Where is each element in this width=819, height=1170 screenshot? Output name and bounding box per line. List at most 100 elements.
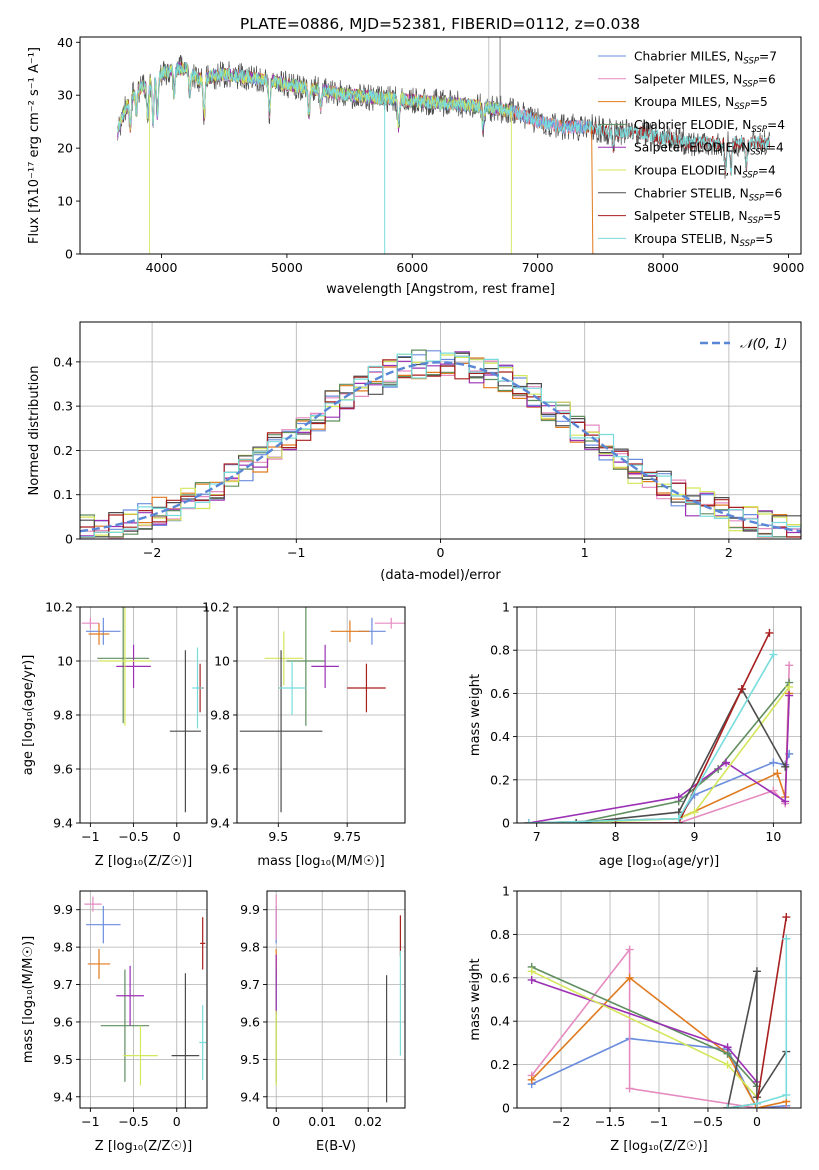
y-tick-label: 10.2 xyxy=(45,600,73,615)
y-tick-label: 9.8 xyxy=(210,708,230,723)
x-axis-label: Z [log₁₀(Z/Z☉)] xyxy=(95,1139,192,1154)
weight-line-KroupaSTELIB xyxy=(727,938,788,1108)
plot-area xyxy=(81,607,204,813)
y-tick-label: 9.6 xyxy=(210,762,230,777)
x-axis-label: wavelength [Angstrom, rest frame] xyxy=(326,282,555,297)
y-tick-label: 9.4 xyxy=(240,1089,260,1104)
y-tick-label: 9.4 xyxy=(53,816,73,831)
legend-label: Kroupa ELODIE, NSSP=4 xyxy=(634,164,776,181)
y-axis-label: mass [log₁₀(M/M☉)] xyxy=(21,936,36,1063)
weight-marker xyxy=(782,934,791,943)
x-tick-label: 0 xyxy=(173,1114,181,1129)
weight-line-KroupaMILES xyxy=(528,693,790,823)
weight-marker xyxy=(722,758,731,767)
x-tick-label: 0.01 xyxy=(308,1114,336,1129)
spectrum-legend: Chabrier MILES, NSSP=7 Salpeter MILES, NS… xyxy=(598,50,785,249)
errorbar-ChabrierSTELIB xyxy=(239,650,323,813)
errorbar-SalpeterELODIE xyxy=(116,644,151,688)
errorbar-SalpeterELODIE xyxy=(311,644,339,688)
weight-marker xyxy=(723,1104,732,1108)
y-tick-label: 9.8 xyxy=(240,940,260,955)
errorbar-KroupaSTELIB xyxy=(278,661,306,715)
axes-border xyxy=(79,890,208,1109)
y-tick-label: 9.7 xyxy=(240,977,260,992)
legend-label: Chabrier MILES, NSSP=7 xyxy=(634,50,777,67)
errorbar-ChabrierMILES xyxy=(86,905,121,944)
y-tick-label: 10 xyxy=(57,194,73,209)
axes-frame: 4000 5000 6000 7000 8000 9000 0 10 20 30 40 wavelen… xyxy=(27,35,804,297)
plot-area xyxy=(80,349,801,539)
axes-frame: 9.5 9.75 9.4 9.6 9.8 10 10.2 mass [log₁₀(M/M☉)] xyxy=(202,600,406,869)
weight-marker xyxy=(782,1090,791,1099)
y-tick-label: 1 xyxy=(502,884,510,899)
x-axis-label: (data-model)/error xyxy=(380,568,501,583)
plot-area xyxy=(275,894,401,1103)
y-tick-label: 9.6 xyxy=(53,762,73,777)
weight-marker xyxy=(625,973,634,982)
x-tick-label: −2 xyxy=(552,1114,570,1129)
mass-vs-Z-panel: −1 −0.5 0 9.4 9.5 9.6 9.7 9.8 9.9 Z [log₁₀(Z/Z☉)]… xyxy=(21,890,208,1154)
x-tick-label: 8000 xyxy=(647,260,679,275)
y-tick-label: 0.6 xyxy=(490,970,510,985)
errorbar-SalpeterSTELIB xyxy=(347,663,386,713)
plot-area xyxy=(524,628,794,823)
normal-curve xyxy=(80,361,801,533)
weight-marker xyxy=(524,819,533,823)
errorbar-KroupaMILES xyxy=(88,623,110,645)
axes-frame: 0 0.01 0.02 9.4 9.5 9.6 9.7 9.8 9.9 E(B-V) xyxy=(240,890,406,1154)
weight-line-SalpeterMILES xyxy=(528,665,790,823)
spectrum-KroupaSTELIB xyxy=(117,62,771,177)
x-axis-label: age [log₁₀(age/yr)] xyxy=(599,854,720,869)
x-tick-label: 8 xyxy=(612,829,620,844)
weight-marker xyxy=(723,1043,732,1052)
x-axis-label: Z [log₁₀(Z/Z☉)] xyxy=(610,1139,707,1154)
weight-marker xyxy=(674,814,683,823)
y-tick-label: 9.7 xyxy=(53,977,73,992)
y-tick-label: 9.8 xyxy=(53,708,73,723)
x-axis-label: Z [log₁₀(Z/Z☉)] xyxy=(95,854,192,869)
histogram-KroupaSTELIB xyxy=(80,352,801,538)
legend-label: Salpeter ELODIE, NSSP=4 xyxy=(634,141,784,158)
y-tick-label: 0 xyxy=(502,816,510,831)
x-tick-label: −0.5 xyxy=(693,1114,723,1129)
weight-line-KroupaELODIE xyxy=(576,686,790,823)
errorbar-KroupaSTELIB xyxy=(199,1005,207,1080)
x-tick-label: −0.5 xyxy=(118,1114,148,1129)
legend-label: Chabrier ELODIE, NSSP=4 xyxy=(634,118,785,135)
x-tick-label: 9.75 xyxy=(333,829,361,844)
x-tick-label: 10 xyxy=(765,829,781,844)
errorbar-KroupaMILES xyxy=(330,620,370,643)
x-axis-label: mass [log₁₀(M/M☉)] xyxy=(257,854,384,869)
y-tick-label: 9.6 xyxy=(53,1014,73,1029)
plot-area xyxy=(239,607,405,813)
errorbar-ChabrierSTELIB xyxy=(169,650,201,813)
weight-line-ChabrierSTELIB xyxy=(726,971,787,1108)
y-axis-label: mass weight xyxy=(468,674,483,756)
y-axis-label: mass weight xyxy=(468,958,483,1040)
age-vs-Z-panel: −1 −0.5 0 9.4 9.6 9.8 10 10.2 Z [log₁₀(Z/Z☉)] age… xyxy=(21,600,208,869)
y-tick-label: 30 xyxy=(57,88,73,103)
axes-frame: −1 −0.5 0 9.4 9.6 9.8 10 10.2 Z [log₁₀(Z/Z☉)] age… xyxy=(21,600,208,869)
x-tick-label: 9000 xyxy=(773,260,805,275)
errorbar-SalpeterELODIE xyxy=(116,965,144,1026)
weight-marker xyxy=(625,1084,634,1093)
y-tick-label: 0.1 xyxy=(53,487,73,502)
weight-line-SalpeterSTELIB xyxy=(615,632,771,823)
y-tick-label: 0 xyxy=(65,532,73,547)
y-tick-label: 20 xyxy=(57,141,73,156)
errorbar-KroupaELODIE xyxy=(123,1025,158,1086)
histogram-SalpeterSTELIB xyxy=(80,359,801,538)
errorbar-KroupaSTELIB xyxy=(192,647,203,729)
x-tick-label: 7 xyxy=(533,829,541,844)
x-tick-label: 9.5 xyxy=(268,829,288,844)
x-tick-label: −0.5 xyxy=(118,829,148,844)
axes-frame: −2 −1.5 −1 −0.5 0 0 0.2 0.4 0.6 0.8 1 Z [log₁₀(Z/Z☉… xyxy=(468,884,802,1154)
weight-marker xyxy=(737,685,746,694)
x-tick-label: 4000 xyxy=(146,260,178,275)
spike xyxy=(591,126,594,254)
x-tick-label: 9 xyxy=(691,829,699,844)
y-tick-label: 0.8 xyxy=(490,643,510,658)
weight-marker xyxy=(572,819,581,823)
y-tick-label: 9.9 xyxy=(53,902,73,917)
y-tick-label: 0.6 xyxy=(490,686,510,701)
